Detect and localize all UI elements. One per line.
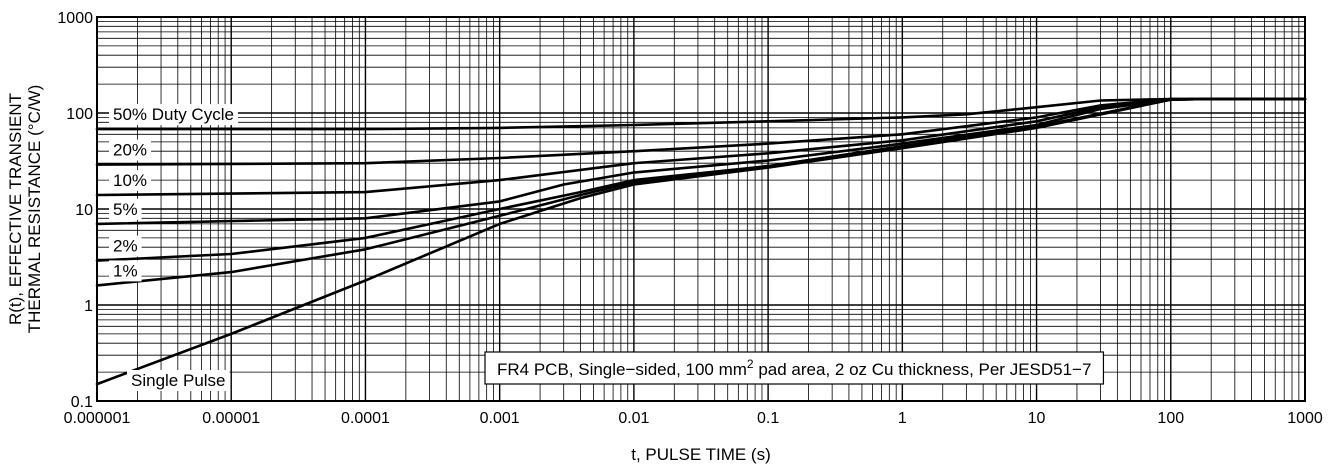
x-tick-label: 10 [1028,410,1046,427]
series-label-bg [109,169,152,191]
x-tick-label: 1000 [1287,410,1323,427]
series-labels: 50% Duty Cycle 20% 10% 5% 2% 1% Single Pulse [109,104,238,391]
annotation-suffix: pad area, 2 oz Cu thickness, Per JESD51−… [754,360,1092,379]
y-axis-label: R(t), EFFECTIVE TRANSIENT THERMAL RESIST… [6,85,44,334]
series-label-bg [109,260,142,282]
series-label-bg [127,370,230,391]
series-label-bg [109,198,142,220]
x-tick-label: 0.0001 [341,410,390,427]
series-label-text: 2% [113,237,138,256]
x-tick-label: 0.001 [480,410,520,427]
series-label-3: 5% [109,198,142,220]
series-label-0: 50% Duty Cycle [109,104,238,126]
plot-frame [96,16,1306,402]
x-tick-label: 1 [898,410,907,427]
x-tick-label: 0.01 [618,410,649,427]
series-label-text: Single Pulse [131,371,226,390]
series-label-bg [109,235,142,257]
y-tick-label: 100 [66,106,93,123]
series-label-1: 20% [109,139,152,161]
series-label-4: 2% [109,235,142,257]
series-label-5: 1% [109,260,142,282]
y-tick-label: 1000 [57,10,93,27]
x-axis-label: t, PULSE TIME (s) [631,445,771,464]
series-label-text: 50% Duty Cycle [113,105,234,124]
x-tick-labels: 0.000001 0.00001 0.0001 0.001 0.01 0.1 1 10 100 1… [64,410,1323,427]
series-label-bg [109,104,238,126]
y-tick-label: 1 [84,298,93,315]
series-label-2: 10% [109,169,152,191]
y-axis-label-line-1: R(t), EFFECTIVE TRANSIENT [6,93,25,325]
series-label-text: 1% [113,261,138,280]
x-tick-label: 0.000001 [64,410,131,427]
x-tick-label: 0.00001 [202,410,260,427]
annotation-prefix: FR4 PCB, Single−sided, 100 mm [497,360,747,379]
series-label-6: Single Pulse [127,370,230,391]
series-line-6 [95,97,1307,386]
annotation-superscript: 2 [747,357,754,371]
annotation-box [484,351,1105,385]
y-axis-label-line-2: THERMAL RESISTANCE (°C/W) [25,85,44,334]
conditions-annotation: FR4 PCB, Single−sided, 100 mm2 pad area,… [484,351,1105,385]
y-tick-label: 10 [75,202,93,219]
series-label-text: 5% [113,200,138,219]
series-curves [95,97,1307,386]
y-tick-labels: 0.1 1 10 100 1000 [57,10,93,411]
x-tick-label: 100 [1157,410,1184,427]
x-tick-label: 0.1 [757,410,779,427]
y-tick-label: 0.1 [71,394,93,411]
series-label-text: 10% [113,171,147,190]
series-label-text: 20% [113,141,147,160]
series-label-bg [109,139,152,161]
annotation-text: FR4 PCB, Single−sided, 100 mm2 pad area,… [497,357,1091,379]
grid-lines [97,17,1305,401]
